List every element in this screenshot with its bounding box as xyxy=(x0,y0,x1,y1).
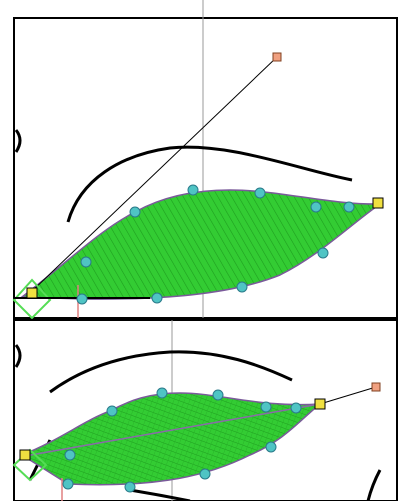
node xyxy=(310,201,322,213)
node xyxy=(236,281,248,293)
node xyxy=(212,389,224,401)
node xyxy=(343,201,355,213)
start-marker xyxy=(12,278,52,320)
node xyxy=(260,401,272,413)
node xyxy=(265,441,277,453)
outline-stroke xyxy=(129,488,191,501)
outline-stroke xyxy=(66,145,353,223)
node xyxy=(129,206,141,218)
anchor-point xyxy=(26,287,38,299)
node xyxy=(124,481,136,493)
outline-stroke xyxy=(366,469,382,501)
anchor-point xyxy=(372,197,384,209)
node xyxy=(106,405,118,417)
node xyxy=(64,449,76,461)
nodes xyxy=(62,387,302,493)
bottom-panel xyxy=(12,319,398,501)
node xyxy=(254,187,266,199)
top-panel xyxy=(12,0,398,320)
center-line xyxy=(24,403,321,457)
anchor-point xyxy=(314,398,326,410)
node xyxy=(156,387,168,399)
outline-stroke xyxy=(14,129,22,153)
node xyxy=(80,256,92,268)
leaf-fill xyxy=(19,189,383,300)
control-handle xyxy=(29,56,278,294)
outline-stroke xyxy=(49,350,293,394)
nodes xyxy=(76,184,355,305)
control-handle xyxy=(319,386,377,405)
handle-point xyxy=(371,382,381,392)
handle-point xyxy=(272,52,282,62)
node xyxy=(76,293,88,305)
node xyxy=(290,402,302,414)
node xyxy=(187,184,199,196)
node xyxy=(199,468,211,480)
node xyxy=(317,247,329,259)
node xyxy=(62,478,74,490)
outline-stroke xyxy=(14,344,22,368)
node xyxy=(151,292,163,304)
anchor-point xyxy=(19,449,31,461)
